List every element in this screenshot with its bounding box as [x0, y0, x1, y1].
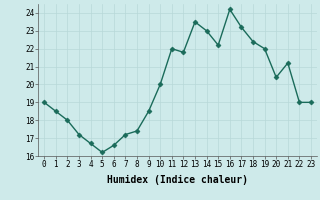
- X-axis label: Humidex (Indice chaleur): Humidex (Indice chaleur): [107, 175, 248, 185]
